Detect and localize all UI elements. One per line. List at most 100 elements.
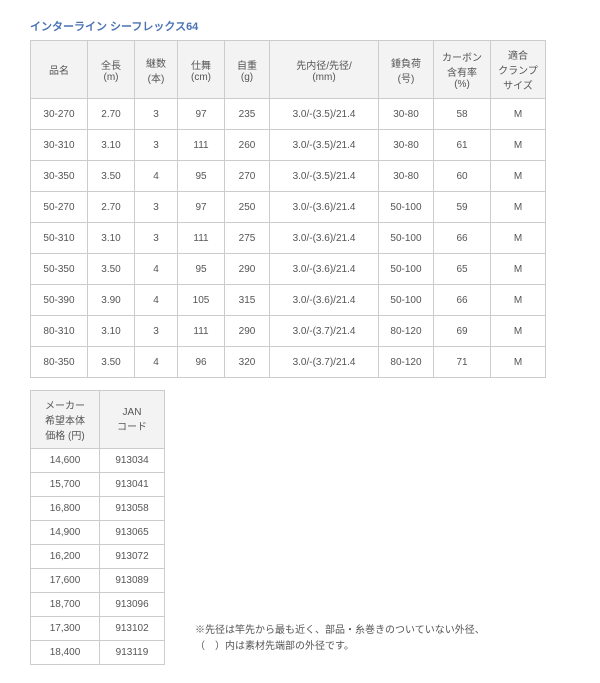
table-cell: 3.0/-(3.5)/21.4 [270, 99, 379, 130]
table-cell: 18,400 [31, 641, 100, 665]
col-length: 全長(m) [88, 41, 135, 99]
table-cell: 96 [178, 347, 225, 378]
table-cell: 111 [178, 130, 225, 161]
table-cell: 260 [225, 130, 270, 161]
table-row: 50-2702.703972503.0/-(3.6)/21.450-10059M [31, 192, 546, 223]
table-cell: 290 [225, 254, 270, 285]
table-cell: 3 [135, 99, 178, 130]
table-cell: 80-120 [379, 347, 434, 378]
table-cell: 3.50 [88, 161, 135, 192]
footnote: ※先径は竿先から最も近く、部品・糸巻きのついていない外径、 （ ）内は素材先端部… [195, 623, 485, 665]
col-jan: JANコード [100, 391, 165, 449]
table-cell: M [491, 285, 546, 316]
table-cell: 913058 [100, 497, 165, 521]
col-load: 錘負荷(号) [379, 41, 434, 99]
col-clamp: 適合クランプサイズ [491, 41, 546, 99]
table-cell: 3 [135, 130, 178, 161]
table-cell: 290 [225, 316, 270, 347]
table-row: 50-3903.9041053153.0/-(3.6)/21.450-10066… [31, 285, 546, 316]
table-cell: 3.0/-(3.7)/21.4 [270, 316, 379, 347]
table-cell: 14,600 [31, 449, 100, 473]
table-cell: 95 [178, 161, 225, 192]
table-cell: 50-390 [31, 285, 88, 316]
table-cell: 320 [225, 347, 270, 378]
table-row: 14,600913034 [31, 449, 165, 473]
table-cell: 69 [434, 316, 491, 347]
table-cell: 71 [434, 347, 491, 378]
table-cell: 3.0/-(3.6)/21.4 [270, 254, 379, 285]
table-cell: 18,700 [31, 593, 100, 617]
table-row: 30-3103.1031112603.0/-(3.5)/21.430-8061M [31, 130, 546, 161]
table-row: 18,700913096 [31, 593, 165, 617]
table-cell: 3.0/-(3.6)/21.4 [270, 223, 379, 254]
price-header-row: メーカー希望本体価格 (円) JANコード [31, 391, 165, 449]
table-cell: 3 [135, 223, 178, 254]
table-row: 30-3503.504952703.0/-(3.5)/21.430-8060M [31, 161, 546, 192]
table-cell: 275 [225, 223, 270, 254]
table-row: 30-2702.703972353.0/-(3.5)/21.430-8058M [31, 99, 546, 130]
table-cell: 50-100 [379, 254, 434, 285]
table-cell: 250 [225, 192, 270, 223]
table-cell: 66 [434, 223, 491, 254]
table-cell: M [491, 347, 546, 378]
table-cell: 3.90 [88, 285, 135, 316]
table-cell: 61 [434, 130, 491, 161]
table-cell: M [491, 161, 546, 192]
product-title: インターライン シーフレックス64 [30, 18, 570, 34]
col-carbon: カーボン含有率(%) [434, 41, 491, 99]
table-cell: 913065 [100, 521, 165, 545]
table-cell: 80-120 [379, 316, 434, 347]
table-cell: 50-100 [379, 285, 434, 316]
table-cell: M [491, 99, 546, 130]
table-cell: 111 [178, 223, 225, 254]
table-row: 15,700913041 [31, 473, 165, 497]
table-cell: M [491, 316, 546, 347]
footnote-line2: （ ）内は素材先端部の外径です。 [195, 641, 354, 652]
table-cell: 4 [135, 161, 178, 192]
table-cell: 50-100 [379, 223, 434, 254]
table-cell: 3.0/-(3.6)/21.4 [270, 285, 379, 316]
table-cell: 3.0/-(3.7)/21.4 [270, 347, 379, 378]
table-cell: 4 [135, 285, 178, 316]
table-row: 17,600913089 [31, 569, 165, 593]
table-cell: 50-100 [379, 192, 434, 223]
table-cell: 2.70 [88, 192, 135, 223]
table-cell: 913119 [100, 641, 165, 665]
table-cell: 3.10 [88, 316, 135, 347]
table-cell: 59 [434, 192, 491, 223]
footnote-line1: ※先径は竿先から最も近く、部品・糸巻きのついていない外径、 [195, 625, 485, 636]
table-row: 16,200913072 [31, 545, 165, 569]
table-cell: M [491, 254, 546, 285]
col-price: メーカー希望本体価格 (円) [31, 391, 100, 449]
table-cell: 50-350 [31, 254, 88, 285]
col-sections: 継数(本) [135, 41, 178, 99]
table-cell: 913072 [100, 545, 165, 569]
table-cell: M [491, 130, 546, 161]
table-cell: 30-270 [31, 99, 88, 130]
table-cell: 235 [225, 99, 270, 130]
col-name: 品名 [31, 41, 88, 99]
table-cell: 30-80 [379, 99, 434, 130]
table-cell: 60 [434, 161, 491, 192]
table-cell: 913034 [100, 449, 165, 473]
table-cell: 17,300 [31, 617, 100, 641]
table-cell: 3.0/-(3.5)/21.4 [270, 161, 379, 192]
table-cell: 65 [434, 254, 491, 285]
table-cell: 315 [225, 285, 270, 316]
table-cell: 97 [178, 192, 225, 223]
spec-table: 品名 全長(m) 継数(本) 仕舞(cm) 自重(g) 先内径/先径/(mm) … [30, 40, 546, 378]
col-closed: 仕舞(cm) [178, 41, 225, 99]
table-cell: M [491, 223, 546, 254]
table-row: 80-3503.504963203.0/-(3.7)/21.480-12071M [31, 347, 546, 378]
table-cell: 66 [434, 285, 491, 316]
table-cell: 913102 [100, 617, 165, 641]
table-cell: 16,200 [31, 545, 100, 569]
table-cell: 16,800 [31, 497, 100, 521]
table-cell: 30-310 [31, 130, 88, 161]
table-cell: 14,900 [31, 521, 100, 545]
table-cell: 50-310 [31, 223, 88, 254]
table-cell: 3.50 [88, 347, 135, 378]
table-cell: 30-80 [379, 161, 434, 192]
table-cell: 3 [135, 192, 178, 223]
table-cell: 3.10 [88, 130, 135, 161]
